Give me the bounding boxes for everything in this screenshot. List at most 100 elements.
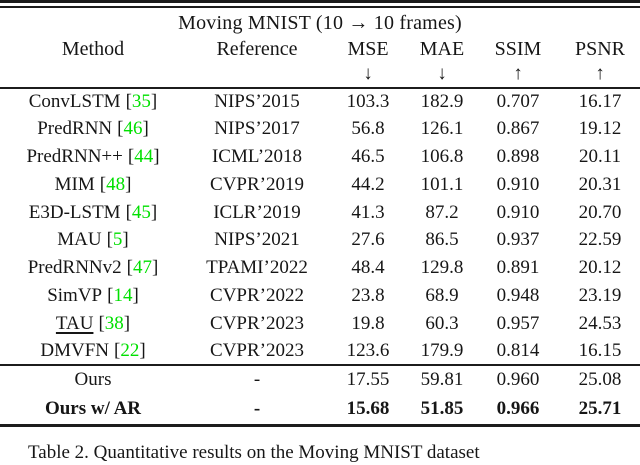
reference-cell: CVPR’2019 [210, 173, 304, 195]
citation-link[interactable]: [44] [128, 146, 160, 167]
ssim-value: 0.960 [496, 369, 540, 391]
mae-value: 182.9 [420, 90, 464, 112]
citation-number[interactable]: 45 [131, 201, 151, 223]
citation-close-bracket: ] [122, 229, 129, 251]
arrow-blank [186, 62, 328, 88]
table-row: MIM [48] CVPR’2019 44.2 101.1 0.910 20.31 [0, 171, 640, 199]
citation-close-bracket: ] [150, 90, 158, 112]
col-header-mse: MSE [347, 37, 389, 60]
method-name: Ours [74, 369, 112, 391]
mae-value: 106.8 [420, 145, 464, 167]
citation-number[interactable]: 5 [112, 229, 123, 251]
citation-number[interactable]: 38 [104, 312, 124, 334]
table-top-thin-rule [0, 6, 640, 8]
citation-link[interactable]: [45] [126, 202, 158, 223]
col-header-mae: MAE [419, 37, 465, 60]
col-header-reference: Reference [216, 37, 298, 60]
citation-close-bracket: ] [125, 173, 132, 195]
citation-number[interactable]: 46 [123, 118, 143, 140]
mae-value: 87.2 [425, 201, 459, 223]
mae-value: 68.9 [425, 284, 459, 306]
reference-cell: ICLR’2019 [213, 201, 301, 223]
citation-number[interactable]: 44 [134, 145, 154, 167]
table-top-thick-rule [0, 0, 640, 3]
psnr-value: 24.53 [578, 312, 622, 334]
down-arrow-icon: ↓ [363, 63, 373, 84]
psnr-value: 16.17 [578, 90, 622, 112]
citation-number[interactable]: 48 [106, 173, 126, 195]
citation-link[interactable]: [48] [100, 174, 132, 195]
reference-cell: CVPR’2023 [210, 312, 304, 334]
citation-open-bracket: [ [117, 118, 124, 140]
citation-number[interactable]: 47 [132, 257, 152, 279]
table-row: PredRNNv2 [47] TPAMI’2022 48.4 129.8 0.89… [0, 254, 640, 282]
mae-value: 51.85 [420, 398, 464, 420]
arrow-blank [0, 62, 186, 88]
citation-link[interactable]: [35] [126, 91, 158, 112]
up-arrow-icon: ↑ [513, 63, 523, 84]
citation-close-bracket: ] [153, 145, 160, 167]
citation-link[interactable]: [5] [107, 229, 129, 250]
table-row: DMVFN [22] CVPR’2023 123.6 179.9 0.814 16… [0, 338, 640, 366]
mse-value: 19.8 [351, 312, 385, 334]
method-name: ConvLSTM [28, 90, 121, 112]
citation-number[interactable]: 14 [113, 284, 133, 306]
citation-link[interactable]: [38] [98, 313, 130, 334]
method-cell: MAU [5] [0, 226, 186, 254]
table-bottom-rule [0, 424, 640, 428]
method-name: E3D-LSTM [28, 201, 121, 223]
mse-value: 123.6 [346, 340, 390, 362]
mae-value: 129.8 [420, 257, 464, 279]
up-arrow-icon: ↑ [595, 63, 605, 84]
reference-cell: ICML’2018 [211, 145, 303, 167]
method-cell: MIM [48] [0, 171, 186, 199]
ssim-value: 0.891 [496, 257, 540, 279]
psnr-value: 23.19 [578, 284, 622, 306]
citation-open-bracket: [ [113, 340, 121, 362]
mse-value: 46.5 [351, 145, 385, 167]
psnr-value: 20.70 [578, 201, 622, 223]
header-arrow-row: ↓ ↓ ↑ ↑ [0, 62, 640, 88]
citation-close-bracket: ] [150, 201, 158, 223]
mae-value: 101.1 [420, 173, 464, 195]
ssim-value: 0.910 [496, 201, 540, 223]
citation-number[interactable]: 35 [131, 90, 151, 112]
method-name: TAU [55, 312, 94, 334]
method-cell: PredRNN [46] [0, 115, 186, 143]
citation-link[interactable]: [47] [127, 257, 159, 278]
mae-value: 59.81 [420, 369, 464, 391]
reference-cell: NIPS’2021 [214, 229, 300, 251]
method-name: DMVFN [40, 340, 109, 362]
table-row: PredRNN++ [44] ICML’2018 46.5 106.8 0.898… [0, 143, 640, 171]
citation-close-bracket: ] [142, 118, 149, 140]
results-table: Method Reference MSE MAE SSIM PSNR ↓ ↓ ↑… [0, 37, 640, 425]
psnr-value: 20.31 [578, 173, 622, 195]
ssim-value: 0.957 [496, 312, 540, 334]
method-name: MIM [54, 173, 95, 195]
ssim-value: 0.937 [496, 229, 540, 251]
table-header: Method Reference MSE MAE SSIM PSNR ↓ ↓ ↑… [0, 37, 640, 88]
ssim-value: 0.707 [496, 90, 540, 112]
citation-close-bracket: ] [132, 284, 139, 306]
table-row: SimVP [14] CVPR’2022 23.8 68.9 0.948 23.1… [0, 282, 640, 310]
table-row: MAU [5] NIPS’2021 27.6 86.5 0.937 22.59 [0, 226, 640, 254]
method-name: Ours w/ AR [44, 398, 142, 420]
mse-value: 17.55 [346, 369, 390, 391]
ssim-value: 0.910 [496, 173, 540, 195]
mse-value: 23.8 [351, 284, 385, 306]
reference-cell: - [253, 398, 261, 420]
table-row: Ours - 17.55 59.81 0.960 25.08 [0, 365, 640, 394]
citation-link[interactable]: [46] [117, 118, 149, 139]
citation-close-bracket: ] [151, 257, 159, 279]
reference-cell: NIPS’2017 [214, 118, 300, 140]
mse-value: 27.6 [351, 229, 385, 251]
citation-close-bracket: ] [139, 340, 146, 362]
col-header-psnr: PSNR [574, 37, 626, 60]
citation-link[interactable]: [22] [114, 340, 146, 361]
citation-link[interactable]: [14] [107, 285, 139, 306]
citation-open-bracket: [ [126, 257, 133, 279]
reference-cell: NIPS’2015 [214, 90, 300, 112]
citation-number[interactable]: 22 [120, 340, 140, 362]
psnr-value: 25.71 [578, 398, 622, 420]
citation-open-bracket: [ [98, 312, 105, 334]
